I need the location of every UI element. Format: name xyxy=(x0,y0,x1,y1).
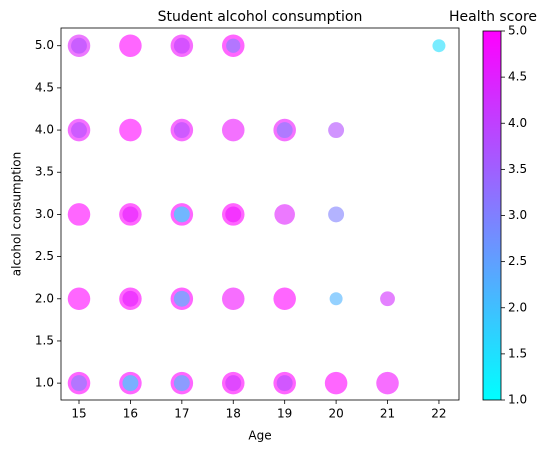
colorbar-tick-label: 2.5 xyxy=(508,254,527,268)
y-tick-label: 2.0 xyxy=(35,291,54,305)
x-tick-label: 18 xyxy=(226,407,241,421)
colorbar-tick-label: 5.0 xyxy=(508,24,527,38)
point xyxy=(67,287,91,311)
point xyxy=(329,292,343,306)
point xyxy=(119,34,142,57)
colorbar xyxy=(482,30,502,401)
colorbar-tick-label: 1.0 xyxy=(508,393,527,407)
point xyxy=(432,39,446,53)
point xyxy=(173,37,190,54)
y-tick-label: 4.5 xyxy=(35,80,54,94)
point xyxy=(274,204,295,225)
y-tick-label: 1.5 xyxy=(35,333,54,347)
point xyxy=(173,375,190,392)
point xyxy=(173,206,190,223)
y-axis-label: alcohol consumption xyxy=(10,152,24,276)
point xyxy=(225,375,242,392)
chart-title: Student alcohol consumption xyxy=(158,9,363,25)
colorbar-tick-label: 3.0 xyxy=(508,208,527,222)
point xyxy=(122,290,139,307)
y-tick-label: 1.0 xyxy=(35,376,54,390)
colorbar-tick-label: 1.5 xyxy=(508,346,527,360)
point xyxy=(226,38,241,53)
point xyxy=(328,206,345,223)
plot-area xyxy=(67,34,446,395)
point xyxy=(119,118,142,142)
x-tick-label: 20 xyxy=(328,407,343,421)
point xyxy=(71,122,87,139)
point xyxy=(71,37,87,54)
point xyxy=(222,118,245,142)
x-tick-label: 21 xyxy=(380,407,395,421)
y-tick-label: 5.0 xyxy=(35,38,54,52)
y-tick-label: 4.0 xyxy=(35,123,54,137)
x-axis-label: Age xyxy=(248,429,271,443)
x-tick-label: 15 xyxy=(71,407,86,421)
x-tick-label: 19 xyxy=(277,407,292,421)
y-tick-label: 2.5 xyxy=(35,249,54,263)
point xyxy=(380,291,395,307)
colorbar-tick-label: 3.5 xyxy=(508,162,527,176)
point xyxy=(222,287,245,311)
axes-frame xyxy=(60,27,460,401)
x-tick-label: 16 xyxy=(123,407,138,421)
point xyxy=(71,375,87,392)
point xyxy=(328,122,345,139)
point xyxy=(273,287,296,311)
point xyxy=(67,203,91,226)
colorbar-label: Health score xyxy=(449,9,537,25)
point xyxy=(122,375,139,392)
point xyxy=(276,122,293,139)
point xyxy=(122,206,139,223)
point xyxy=(324,371,348,395)
point xyxy=(376,371,399,395)
colorbar-tick-label: 4.0 xyxy=(508,116,527,130)
point xyxy=(276,375,293,392)
y-tick-label: 3.5 xyxy=(35,165,54,179)
x-tick-label: 22 xyxy=(431,407,446,421)
colorbar-tick-label: 4.5 xyxy=(508,70,527,84)
x-tick-label: 17 xyxy=(174,407,189,421)
point xyxy=(173,122,190,139)
colorbar-tick-label: 2.0 xyxy=(508,300,527,314)
y-tick-label: 3.0 xyxy=(35,207,54,221)
point xyxy=(173,290,190,307)
point xyxy=(225,206,242,223)
